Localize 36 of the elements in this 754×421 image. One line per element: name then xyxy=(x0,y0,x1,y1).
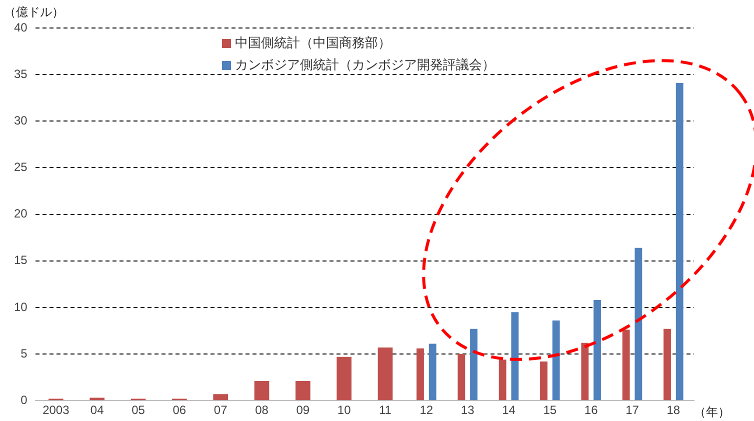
x-tick-label: 05 xyxy=(132,403,146,418)
y-tick-label: 40 xyxy=(14,20,28,34)
y-axis-title: （億ドル） xyxy=(4,4,64,21)
x-tick-label: 13 xyxy=(460,403,475,418)
x-tick-label: 06 xyxy=(172,403,186,418)
x-tick-label: 18 xyxy=(666,403,680,418)
y-tick-label: 15 xyxy=(14,253,28,268)
y-tick-label: 35 xyxy=(14,66,28,81)
x-tick-label: 11 xyxy=(379,403,392,418)
x-tick-label: 08 xyxy=(255,403,269,418)
y-tick-label: 5 xyxy=(20,346,28,360)
legend-label: 中国側統計（中国商務部） xyxy=(235,35,391,52)
x-tick-label: 09 xyxy=(296,403,310,418)
x-tick-label: 2003 xyxy=(42,403,70,418)
y-tick-label: 20 xyxy=(14,206,28,221)
bar xyxy=(511,312,519,400)
x-tick-label: 12 xyxy=(420,403,434,418)
bar xyxy=(552,320,560,400)
x-tick-label: 10 xyxy=(337,403,352,418)
x-tick-label: 15 xyxy=(543,403,557,418)
y-tick-label: 10 xyxy=(14,300,28,314)
x-tick-label: 04 xyxy=(90,403,104,418)
x-tick-label: 14 xyxy=(502,403,516,418)
x-tick-label: 16 xyxy=(584,403,598,418)
bar xyxy=(213,394,228,400)
bar xyxy=(676,82,684,400)
bar xyxy=(634,248,642,400)
x-tick-label: 07 xyxy=(214,403,228,418)
y-tick-label: 0 xyxy=(20,392,28,407)
x-tick-label: 17 xyxy=(626,403,640,418)
bar xyxy=(594,300,601,400)
y-tick-label: 30 xyxy=(14,113,28,128)
x-axis-title: （年） xyxy=(694,404,730,421)
y-tick-label: 25 xyxy=(14,160,28,174)
legend-label: カンボジア側統計（カンボジア開発評議会） xyxy=(235,57,495,74)
bar xyxy=(470,328,478,400)
